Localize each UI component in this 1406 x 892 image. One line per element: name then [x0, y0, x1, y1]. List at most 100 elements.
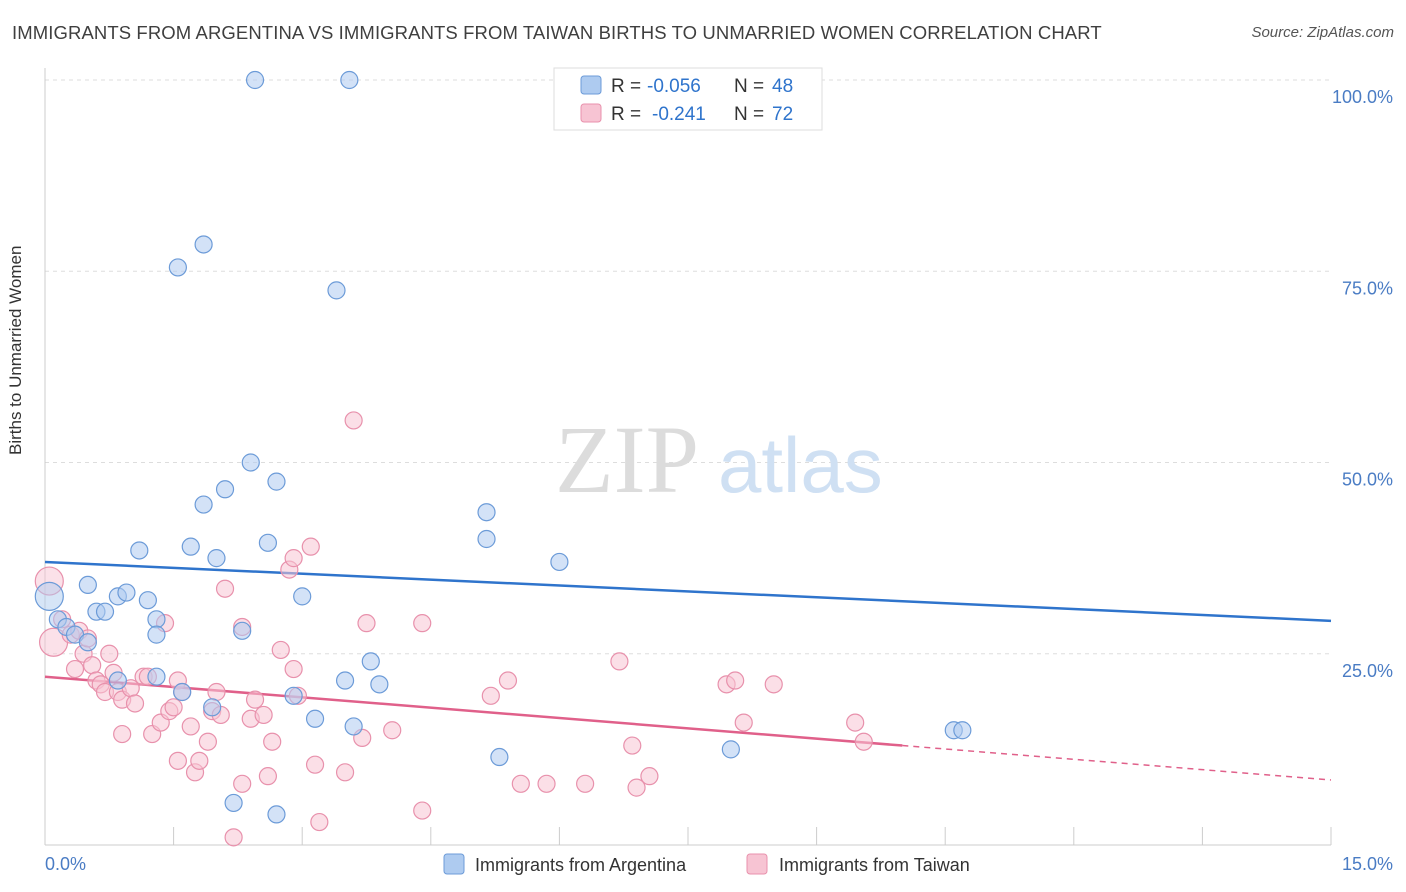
- watermark-zip: ZIP: [555, 406, 699, 513]
- point-argentina: [78, 575, 97, 595]
- point-taiwan: [263, 732, 282, 751]
- watermark: ZIP atlas: [555, 406, 883, 513]
- grid-lines: [45, 79, 1331, 655]
- point-argentina: [130, 541, 149, 560]
- point-argentina: [224, 793, 243, 813]
- point-taiwan: [576, 774, 595, 793]
- point-taiwan: [734, 713, 753, 732]
- chart-title: IMMIGRANTS FROM ARGENTINA VS IMMIGRANTS …: [12, 22, 1102, 43]
- legend-n-value-taiwan: 72: [772, 104, 793, 125]
- point-argentina: [477, 529, 496, 549]
- bottom-legend-label-taiwan: Immigrants from Taiwan: [779, 855, 970, 875]
- legend-n-value-argentina: 48: [772, 76, 793, 97]
- point-argentina: [233, 621, 252, 640]
- x-tick-label: 0.0%: [45, 854, 86, 874]
- point-argentina: [267, 805, 286, 824]
- y-tick-labels: 100.0% 75.0% 50.0% 25.0%: [1332, 87, 1393, 681]
- point-argentina: [305, 709, 325, 728]
- point-argentina: [490, 747, 509, 767]
- point-taiwan: [245, 690, 265, 709]
- y-tick-label: 100.0%: [1332, 87, 1393, 107]
- point-argentina: [335, 671, 355, 690]
- point-argentina: [344, 717, 363, 736]
- axes: [44, 68, 1332, 846]
- point-argentina: [108, 671, 127, 690]
- legend-n-label-argentina: N =: [734, 76, 764, 97]
- point-taiwan: [640, 767, 659, 786]
- point-taiwan: [258, 767, 278, 786]
- point-taiwan: [310, 812, 329, 832]
- point-argentina: [147, 667, 166, 686]
- point-argentina: [477, 503, 496, 522]
- trend-line-taiwan-dashed: [902, 744, 1332, 781]
- point-argentina: [241, 453, 260, 472]
- point-taiwan: [125, 694, 145, 713]
- point-taiwan: [764, 675, 783, 694]
- legend-r-value-taiwan: -0.241: [652, 104, 706, 125]
- point-taiwan: [413, 614, 432, 633]
- point-taiwan: [271, 640, 290, 660]
- point-argentina: [215, 480, 235, 499]
- point-taiwan: [190, 751, 209, 770]
- point-argentina: [953, 721, 972, 740]
- point-taiwan: [284, 549, 303, 568]
- point-argentina: [194, 495, 213, 514]
- point-taiwan: [113, 724, 132, 744]
- point-argentina: [267, 472, 286, 491]
- bottom-legend-swatch-taiwan: [746, 853, 768, 875]
- point-taiwan: [215, 579, 235, 598]
- point-taiwan: [305, 755, 325, 774]
- point-taiwan: [498, 671, 518, 690]
- point-argentina: [147, 625, 166, 644]
- point-taiwan: [511, 774, 530, 793]
- point-taiwan: [301, 537, 320, 556]
- legend-r-label-taiwan: R =: [611, 104, 641, 125]
- series-argentina: [34, 70, 972, 824]
- point-taiwan: [168, 751, 187, 770]
- legend: R = -0.056 N = 48 R = -0.241 N = 72: [553, 67, 823, 131]
- point-argentina: [550, 552, 569, 572]
- point-taiwan: [726, 671, 745, 690]
- trend-line-argentina: [44, 560, 1332, 623]
- point-taiwan: [846, 713, 865, 732]
- point-taiwan: [181, 717, 200, 736]
- watermark-atlas: atlas: [718, 421, 883, 509]
- point-taiwan: [854, 732, 873, 751]
- point-argentina: [173, 682, 192, 702]
- point-argentina: [181, 537, 200, 556]
- legend-swatch-taiwan: [580, 103, 602, 123]
- point-argentina: [147, 610, 166, 629]
- point-taiwan: [335, 763, 355, 782]
- point-taiwan: [65, 659, 85, 679]
- y-tick-label: 50.0%: [1342, 470, 1393, 490]
- point-argentina: [293, 587, 312, 606]
- point-argentina: [168, 258, 187, 277]
- point-taiwan: [481, 686, 500, 705]
- point-argentina: [370, 675, 389, 694]
- point-argentina: [138, 591, 157, 610]
- point-argentina: [78, 633, 97, 652]
- point-taiwan: [224, 828, 243, 847]
- point-taiwan: [357, 614, 376, 633]
- point-argentina: [721, 740, 740, 759]
- point-taiwan: [344, 411, 363, 430]
- point-argentina: [95, 602, 115, 621]
- point-taiwan: [413, 801, 432, 820]
- point-taiwan: [623, 736, 642, 755]
- bottom-legend-label-argentina: Immigrants from Argentina: [475, 855, 687, 875]
- bottom-legend: Immigrants from Argentina Immigrants fro…: [443, 853, 970, 875]
- point-argentina: [194, 235, 213, 254]
- point-argentina: [327, 281, 346, 300]
- point-argentina: [203, 698, 222, 717]
- x-tick-label: 15.0%: [1342, 854, 1393, 874]
- point-argentina: [245, 70, 265, 90]
- point-argentina: [284, 686, 303, 705]
- point-taiwan: [233, 774, 252, 793]
- point-taiwan: [207, 682, 226, 702]
- point-argentina: [34, 581, 64, 611]
- y-tick-label: 75.0%: [1342, 278, 1393, 298]
- legend-r-label-argentina: R =: [611, 76, 641, 97]
- point-taiwan: [627, 778, 646, 797]
- point-argentina: [207, 549, 226, 568]
